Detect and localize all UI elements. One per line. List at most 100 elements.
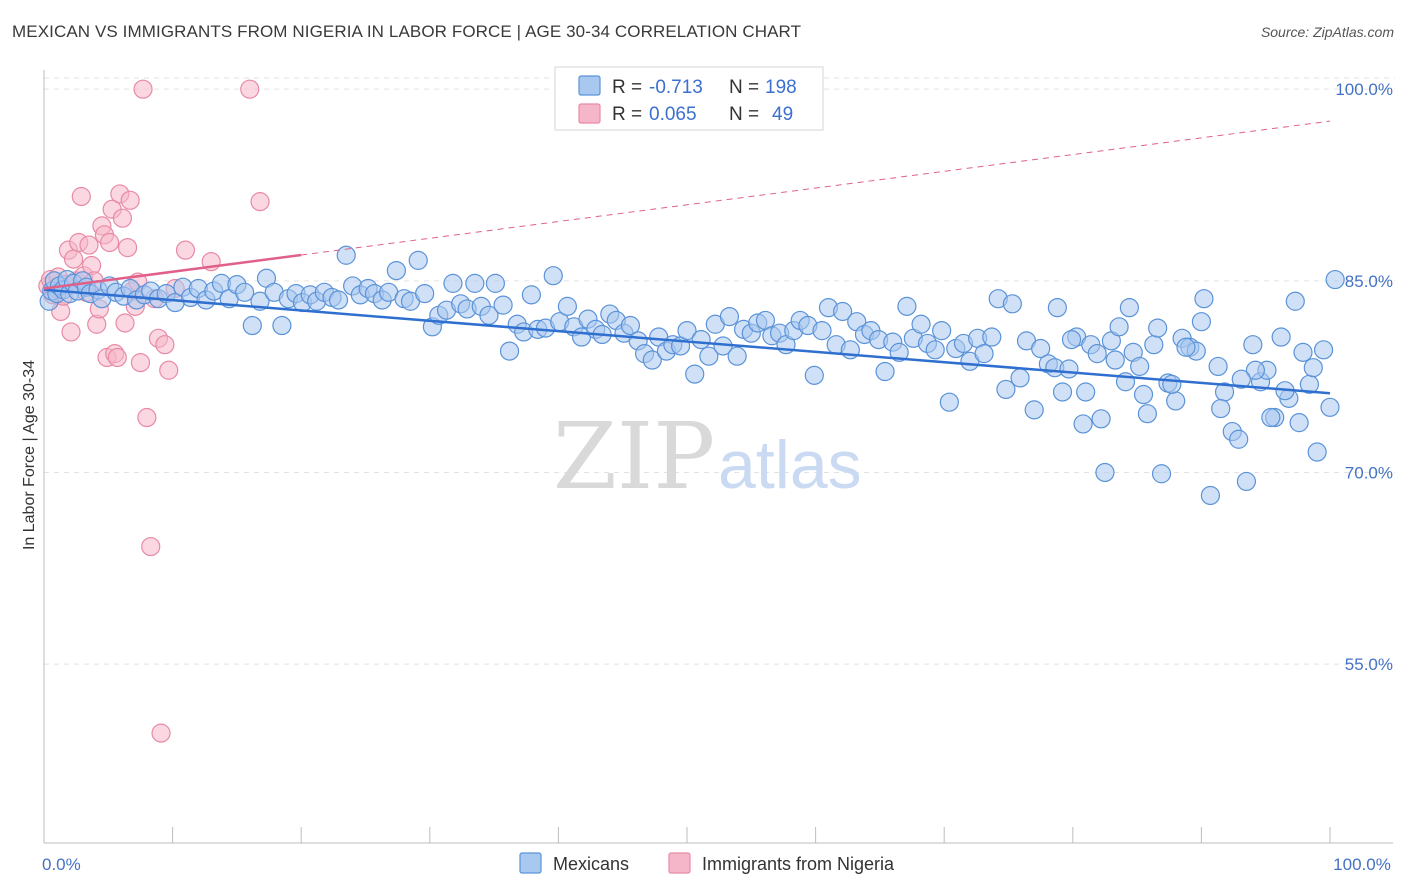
point-nigeria — [115, 313, 135, 333]
point-mexicans — [328, 290, 349, 310]
point-mexicans — [1061, 329, 1082, 350]
watermark-zip: ZIP — [553, 403, 715, 510]
legend-swatch-nigeria — [578, 103, 601, 124]
point-mexicans — [235, 282, 255, 302]
point-mexicans — [1229, 429, 1249, 449]
point-mexicans — [521, 285, 541, 305]
point-mexicans — [1052, 382, 1073, 402]
point-nigeria — [141, 536, 161, 557]
point-mexicans — [1271, 327, 1291, 347]
point-mexicans — [485, 273, 505, 293]
point-mexicans — [336, 245, 356, 265]
point-mexicans — [1031, 338, 1051, 359]
point-mexicans — [939, 392, 959, 412]
bottom-legend-label-nigeria: Immigrants from Nigeria — [702, 854, 895, 874]
point-mexicans — [1095, 462, 1115, 483]
point-mexicans — [1151, 464, 1172, 484]
point-mexicans — [1231, 369, 1251, 389]
point-mexicans — [1109, 317, 1129, 337]
point-mexicans — [1137, 404, 1157, 424]
chart-title: MEXICAN VS IMMIGRANTS FROM NIGERIA IN LA… — [12, 22, 802, 41]
point-nigeria — [112, 208, 133, 228]
point-mexicans — [386, 260, 406, 281]
point-mexicans — [1119, 298, 1139, 318]
point-mexicans — [1285, 291, 1305, 311]
point-mexicans — [699, 346, 719, 366]
point-mexicans — [1144, 335, 1164, 355]
point-mexicans — [1200, 485, 1221, 506]
point-mexicans — [889, 342, 909, 362]
point-mexicans — [691, 329, 711, 350]
x-tick-labels: 0.0% 100.0% — [42, 855, 1391, 874]
point-mexicans — [465, 273, 485, 293]
point-mexicans — [1073, 414, 1093, 434]
point-nigeria — [61, 322, 81, 342]
point-mexicans — [996, 379, 1016, 400]
point-nigeria — [137, 407, 157, 428]
point-mexicans — [543, 266, 563, 286]
legend-n-value: 198 — [765, 77, 797, 98]
x-tick-label: 0.0% — [42, 855, 81, 874]
point-nigeria — [151, 723, 171, 743]
point-mexicans — [1236, 471, 1257, 492]
point-nigeria — [155, 335, 175, 355]
point-nigeria — [107, 347, 127, 368]
trend-line-nigeria-extension — [301, 120, 1331, 256]
point-mexicans — [499, 341, 520, 361]
y-axis-label: In Labor Force | Age 30-34 — [21, 360, 38, 550]
y-tick-label: 100.0% — [1335, 80, 1393, 99]
point-mexicans — [1105, 350, 1125, 370]
y-tick-label: 70.0% — [1345, 463, 1393, 482]
point-mexicans — [911, 314, 931, 334]
point-nigeria — [130, 352, 151, 373]
point-mexicans — [1133, 384, 1154, 405]
point-mexicans — [272, 315, 292, 336]
point-mexicans — [812, 321, 832, 341]
trend-lines — [43, 120, 1331, 395]
point-mexicans — [1289, 413, 1309, 433]
legend-swatch-mexicans — [578, 75, 601, 96]
point-mexicans — [1211, 398, 1231, 419]
point-mexicans — [493, 295, 513, 315]
point-nigeria — [117, 237, 138, 258]
bottom-legend-swatch-mexicans — [519, 852, 542, 874]
point-mexicans — [557, 296, 578, 316]
y-tick-labels: 55.0% 70.0% 85.0% 100.0% — [1335, 80, 1393, 674]
point-mexicans — [1002, 294, 1022, 314]
point-mexicans — [1245, 360, 1266, 380]
point-mexicans — [925, 340, 945, 360]
point-nigeria — [63, 249, 84, 269]
point-mexicans — [1325, 269, 1345, 290]
watermark-atlas: atlas — [718, 427, 862, 503]
point-mexicans — [1320, 397, 1340, 417]
point-nigeria — [120, 190, 140, 210]
point-nigeria — [175, 240, 196, 260]
point-mexicans — [1047, 298, 1067, 318]
legend-r-label: R = — [612, 104, 642, 125]
point-mexicans — [1091, 409, 1111, 429]
point-mexicans — [1010, 368, 1030, 388]
legend-n-label: N = — [729, 104, 759, 125]
point-mexicans — [677, 321, 697, 341]
point-nigeria — [159, 360, 179, 380]
point-mexicans — [804, 365, 824, 385]
legend-r-label: R = — [612, 77, 642, 98]
point-mexicans — [833, 301, 853, 322]
point-mexicans — [982, 327, 1002, 347]
point-mexicans — [727, 346, 747, 366]
point-mexicans — [897, 296, 917, 316]
x-tick-label: 100.0% — [1333, 855, 1391, 874]
series-mexicans — [39, 245, 1345, 506]
point-mexicans — [1208, 356, 1228, 377]
grid-lines — [44, 77, 1395, 665]
point-nigeria — [71, 186, 91, 207]
point-mexicans — [875, 361, 895, 382]
legend-n-value: 49 — [772, 104, 793, 125]
point-mexicans — [1059, 359, 1079, 379]
point-mexicans — [1261, 407, 1281, 428]
legend-r-value: 0.065 — [649, 104, 697, 125]
point-mexicans — [1076, 382, 1096, 402]
legend: R = -0.713 N = 198 R = 0.065 N = 49 — [554, 66, 824, 131]
point-mexicans — [685, 364, 705, 384]
